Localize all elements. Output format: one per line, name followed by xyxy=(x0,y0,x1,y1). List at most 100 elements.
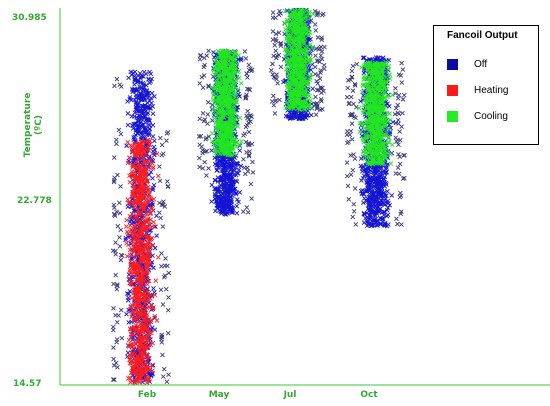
scatter-point xyxy=(117,243,123,249)
scatter-point xyxy=(165,183,171,189)
scatter-point xyxy=(164,138,169,144)
scatter-point xyxy=(350,214,356,220)
scatter-point xyxy=(114,141,119,147)
scatter-point xyxy=(165,130,171,135)
scatter-point xyxy=(117,235,122,240)
scatter-point xyxy=(111,345,116,350)
scatter-point xyxy=(393,85,398,91)
scatter-point xyxy=(132,110,138,116)
scatter-point xyxy=(396,111,402,117)
scatter-point xyxy=(353,222,359,227)
scatter-point xyxy=(197,142,202,148)
scatter-point xyxy=(209,199,214,204)
scatter-point xyxy=(127,223,133,228)
scatter-point xyxy=(150,175,155,181)
scatter-point xyxy=(114,320,120,325)
scatter-point xyxy=(114,337,120,342)
scatter-point xyxy=(136,95,141,101)
scatter-point xyxy=(112,205,117,211)
scatter-point xyxy=(248,181,254,187)
scatter-point xyxy=(215,175,221,180)
scatter-point xyxy=(145,90,150,96)
scatter-point xyxy=(150,363,156,368)
scatter-point xyxy=(352,186,358,191)
scatter-point xyxy=(116,127,122,133)
scatter-point xyxy=(272,43,278,48)
scatter-point xyxy=(114,282,120,287)
scatter-point xyxy=(362,196,367,201)
scatter-point xyxy=(200,85,206,91)
scatter-point xyxy=(157,210,162,215)
scatter-point xyxy=(111,327,116,333)
scatter-point xyxy=(245,75,250,80)
scatter-point xyxy=(142,127,148,132)
scatter-point xyxy=(136,116,142,121)
scatter-point xyxy=(161,366,167,372)
scatter-point xyxy=(127,289,133,294)
scatter-point xyxy=(148,95,154,101)
scatter-point xyxy=(350,167,356,173)
scatter-point xyxy=(124,311,129,317)
scatter-point xyxy=(234,210,240,216)
scatter-point xyxy=(145,100,150,106)
scatter-point xyxy=(111,305,116,311)
scatter-point xyxy=(158,215,163,221)
scatter-point xyxy=(118,131,124,137)
scatter-point xyxy=(114,209,119,215)
scatter-point xyxy=(163,256,168,261)
scatter-point xyxy=(153,278,159,283)
scatter-point xyxy=(238,80,244,86)
scatter-point xyxy=(165,179,170,184)
scatter-point xyxy=(346,196,352,202)
scatter-point xyxy=(113,312,118,318)
scatter-point xyxy=(401,153,407,158)
scatter-point xyxy=(199,74,205,80)
scatter-point xyxy=(127,95,133,100)
scatter-point xyxy=(119,335,125,341)
scatter-point xyxy=(348,172,354,178)
scatter-point xyxy=(140,82,146,88)
scatter-point xyxy=(157,200,162,206)
scatter-point xyxy=(237,115,243,120)
scatter-point xyxy=(344,160,350,165)
scatter-point xyxy=(166,270,172,276)
scatter-point xyxy=(209,131,215,136)
scatter-point xyxy=(157,135,163,141)
scatter-point xyxy=(398,190,403,196)
scatter-point xyxy=(150,202,156,207)
scatter-point xyxy=(313,53,318,59)
scatter-point xyxy=(111,356,116,362)
scatter-point xyxy=(209,182,215,188)
scatter-point xyxy=(117,200,122,206)
scatter-point xyxy=(146,117,152,123)
scatter-point xyxy=(160,224,166,229)
scatter-point xyxy=(204,173,209,178)
scatter-point xyxy=(161,151,166,156)
scatter-point xyxy=(126,291,132,297)
scatter-point xyxy=(131,87,136,92)
scatter-point xyxy=(125,298,131,303)
scatter-point xyxy=(146,132,152,138)
scatter-point xyxy=(206,165,211,171)
scatter-point xyxy=(115,365,120,370)
scatter-point xyxy=(119,84,124,89)
scatter-point xyxy=(149,100,154,106)
scatter-point xyxy=(130,337,136,342)
scatter-point xyxy=(147,154,152,159)
scatter-point xyxy=(118,227,124,233)
scatter-point xyxy=(312,22,318,27)
scatter-point xyxy=(124,143,129,149)
scatter-point xyxy=(131,275,136,280)
scatter-point xyxy=(161,274,167,280)
scatter-point xyxy=(141,134,146,139)
scatter-point xyxy=(209,148,214,153)
scatter-point xyxy=(349,121,355,126)
scatter-point xyxy=(241,157,246,162)
scatter-point xyxy=(394,216,399,222)
scatter-point xyxy=(124,253,130,259)
scatter-point xyxy=(211,54,217,60)
scatter-point xyxy=(132,86,138,92)
scatter-point xyxy=(126,75,131,81)
scatter-point xyxy=(150,149,156,154)
